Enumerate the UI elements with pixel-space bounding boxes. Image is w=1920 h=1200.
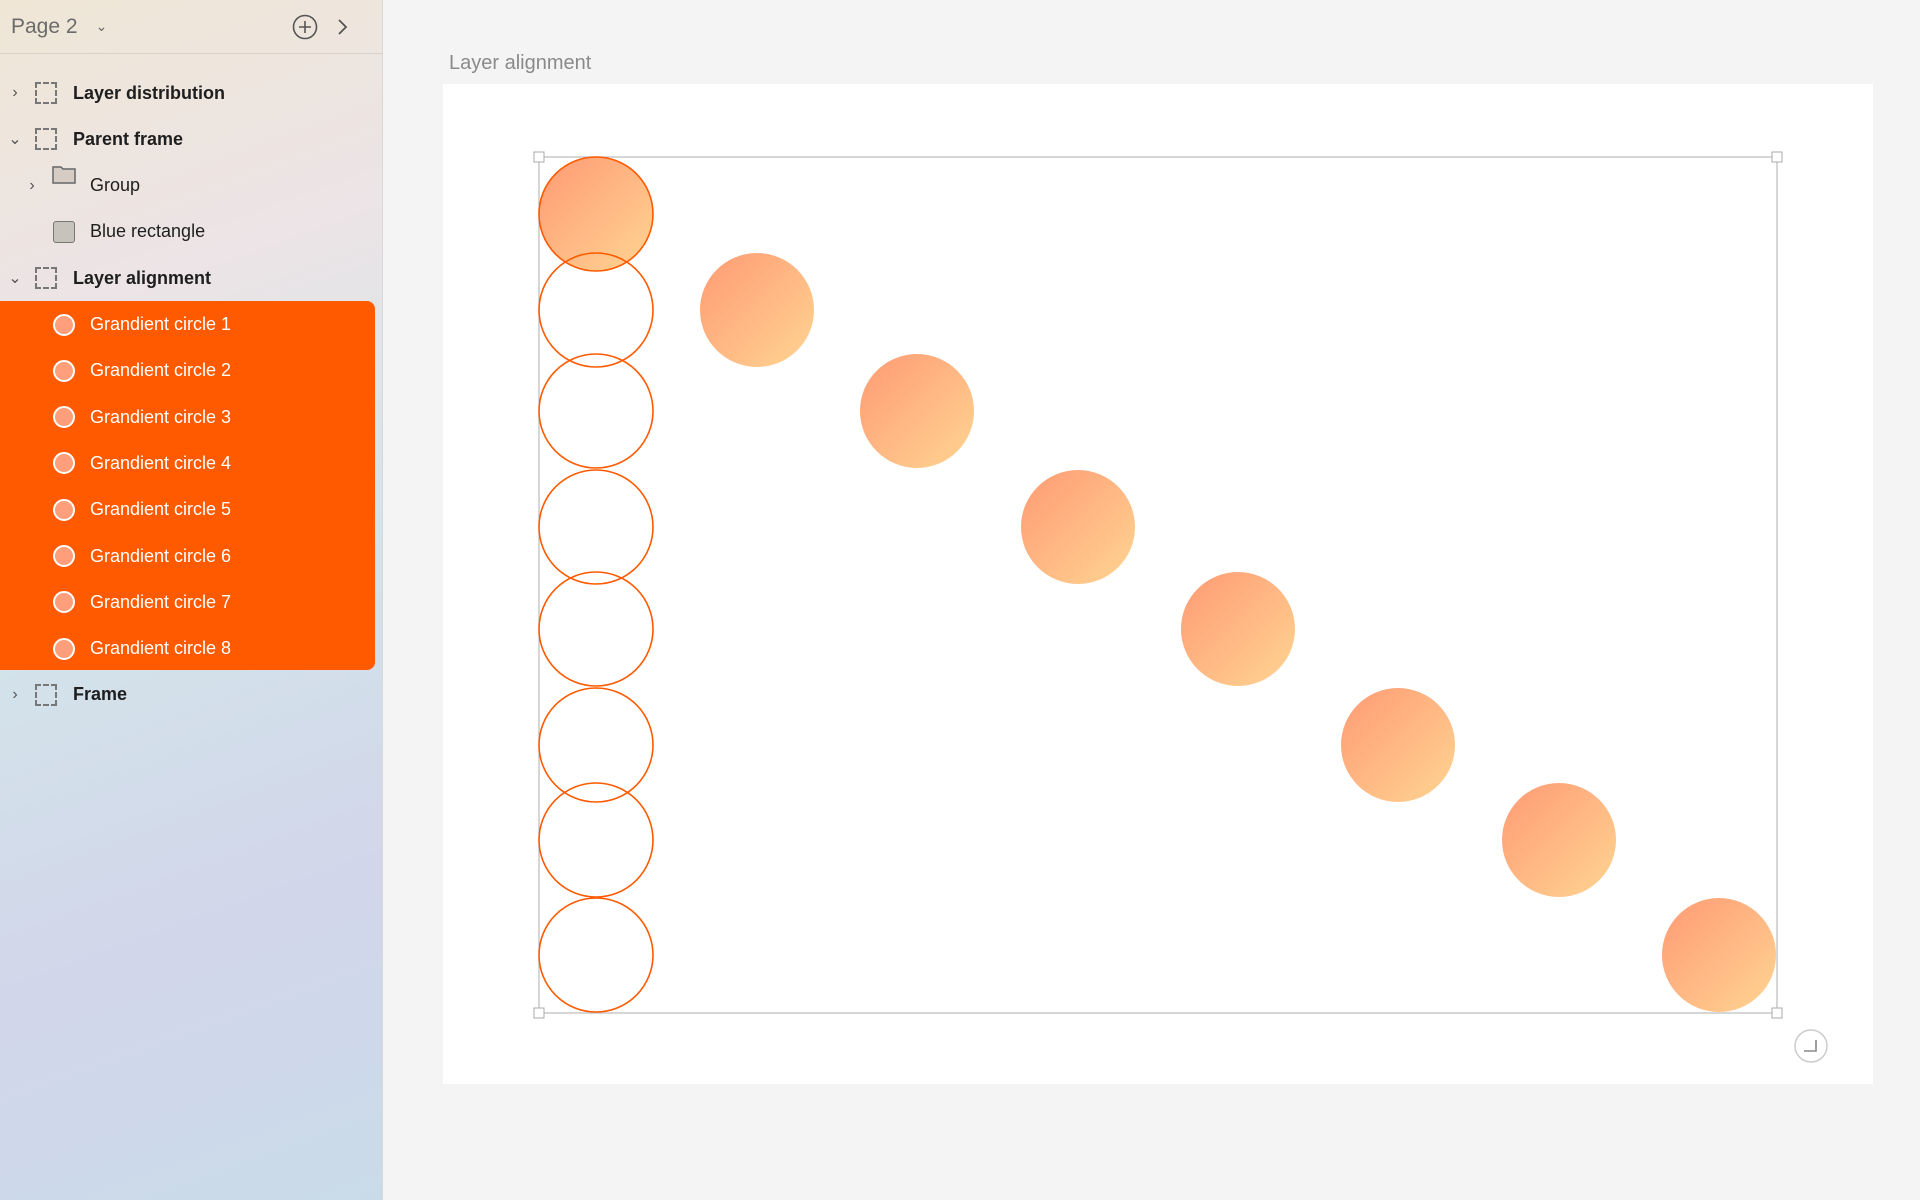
gradient-circle[interactable] (1341, 688, 1455, 802)
gradient-circle[interactable] (1181, 572, 1295, 686)
circle-outline (538, 897, 654, 1013)
layer-label: Grandient circle 7 (90, 591, 232, 612)
layer-row[interactable]: Grandient circle 8 (0, 626, 375, 672)
selection-bounds (538, 156, 1778, 1014)
layer-label: Layer alignment (73, 267, 212, 288)
layer-row[interactable]: ⌄ Layer alignment (0, 255, 375, 301)
resize-handle[interactable] (1771, 1007, 1783, 1019)
layer-label: Grandient circle 2 (90, 360, 232, 381)
rectangle-icon (53, 220, 75, 243)
circle-icon (53, 637, 75, 660)
layer-label: Grandient circle 8 (90, 638, 232, 659)
resize-handle[interactable] (533, 1007, 545, 1019)
layer-row[interactable]: › Frame (0, 672, 375, 718)
layer-label: Grandient circle 3 (90, 406, 232, 427)
circle-icon (53, 359, 75, 382)
circle-outline (538, 252, 654, 368)
frame-icon (35, 267, 57, 290)
layer-row[interactable]: Grandient circle 3 (0, 394, 375, 440)
layer-row[interactable]: › Layer distribution (0, 70, 375, 116)
layer-row[interactable]: › Group (0, 163, 375, 209)
circle-outline (538, 782, 654, 898)
circle-outline (538, 353, 654, 469)
page-header: Page 2 ⌄ (0, 0, 382, 54)
gradient-circle[interactable] (700, 253, 814, 367)
gradient-circle[interactable] (1502, 783, 1616, 897)
frame-icon (35, 128, 57, 151)
artboard[interactable] (443, 84, 1873, 1084)
layer-row[interactable]: ⌄ Parent frame (0, 116, 375, 162)
layer-label: Frame (73, 684, 128, 705)
layer-label: Grandient circle 5 (90, 499, 232, 520)
frame-label[interactable]: Layer alignment (449, 52, 592, 74)
resize-handle[interactable] (533, 151, 545, 163)
circle-icon (53, 313, 75, 336)
layer-row[interactable]: Grandient circle 1 (0, 302, 375, 348)
circle-outline (538, 571, 654, 687)
chevron-right-icon[interactable]: › (12, 84, 18, 101)
resize-corner-button[interactable] (1794, 1029, 1828, 1063)
layers-panel: Page 2 ⌄ › Layer distribution ⌄ Parent fram… (0, 0, 383, 1200)
page-selector[interactable]: Page 2 (11, 14, 78, 38)
chevron-down-icon[interactable]: ⌄ (8, 131, 22, 149)
chevron-right-icon[interactable]: › (12, 685, 18, 703)
plus-circle-icon[interactable] (292, 14, 318, 40)
layer-row[interactable]: Grandient circle 6 (0, 533, 375, 579)
layer-row[interactable]: Grandient circle 5 (0, 487, 375, 533)
gradient-circle[interactable] (860, 354, 974, 468)
layer-label: Grandient circle 6 (90, 545, 232, 566)
circle-outline (538, 469, 654, 585)
circle-icon (53, 452, 75, 475)
layer-label: Grandient circle 1 (90, 314, 232, 334)
layer-row[interactable]: Blue rectangle (0, 209, 375, 255)
circle-icon (53, 591, 75, 614)
layer-label: Layer distribution (73, 82, 226, 103)
chevron-right-icon[interactable]: › (29, 176, 35, 194)
layer-label: Blue rectangle (90, 221, 206, 242)
chevron-down-icon[interactable]: ⌄ (8, 270, 22, 288)
circle-icon (53, 545, 75, 567)
layer-label: Grandient circle 4 (90, 452, 232, 473)
gradient-circle[interactable] (539, 157, 653, 271)
layer-row[interactable]: Grandient circle 2 (0, 348, 375, 394)
frame-icon (35, 683, 57, 706)
circle-icon (53, 498, 75, 521)
circle-outline (538, 687, 654, 803)
folder-icon (52, 165, 76, 184)
layer-label: Group (90, 175, 141, 196)
gradient-circle[interactable] (1662, 898, 1776, 1012)
chevron-right-icon[interactable] (334, 17, 350, 37)
layer-row[interactable]: Grandient circle 4 (0, 440, 375, 486)
circle-outline (538, 156, 654, 272)
gradient-circle[interactable] (1021, 470, 1135, 584)
circle-icon (53, 406, 75, 429)
layer-label: Parent frame (73, 128, 184, 149)
resize-handle[interactable] (1771, 151, 1783, 163)
chevron-down-icon[interactable]: ⌄ (95, 18, 108, 34)
corner-icon (1804, 1040, 1817, 1052)
layer-row[interactable]: Grandient circle 7 (0, 579, 375, 625)
frame-icon (35, 82, 57, 104)
